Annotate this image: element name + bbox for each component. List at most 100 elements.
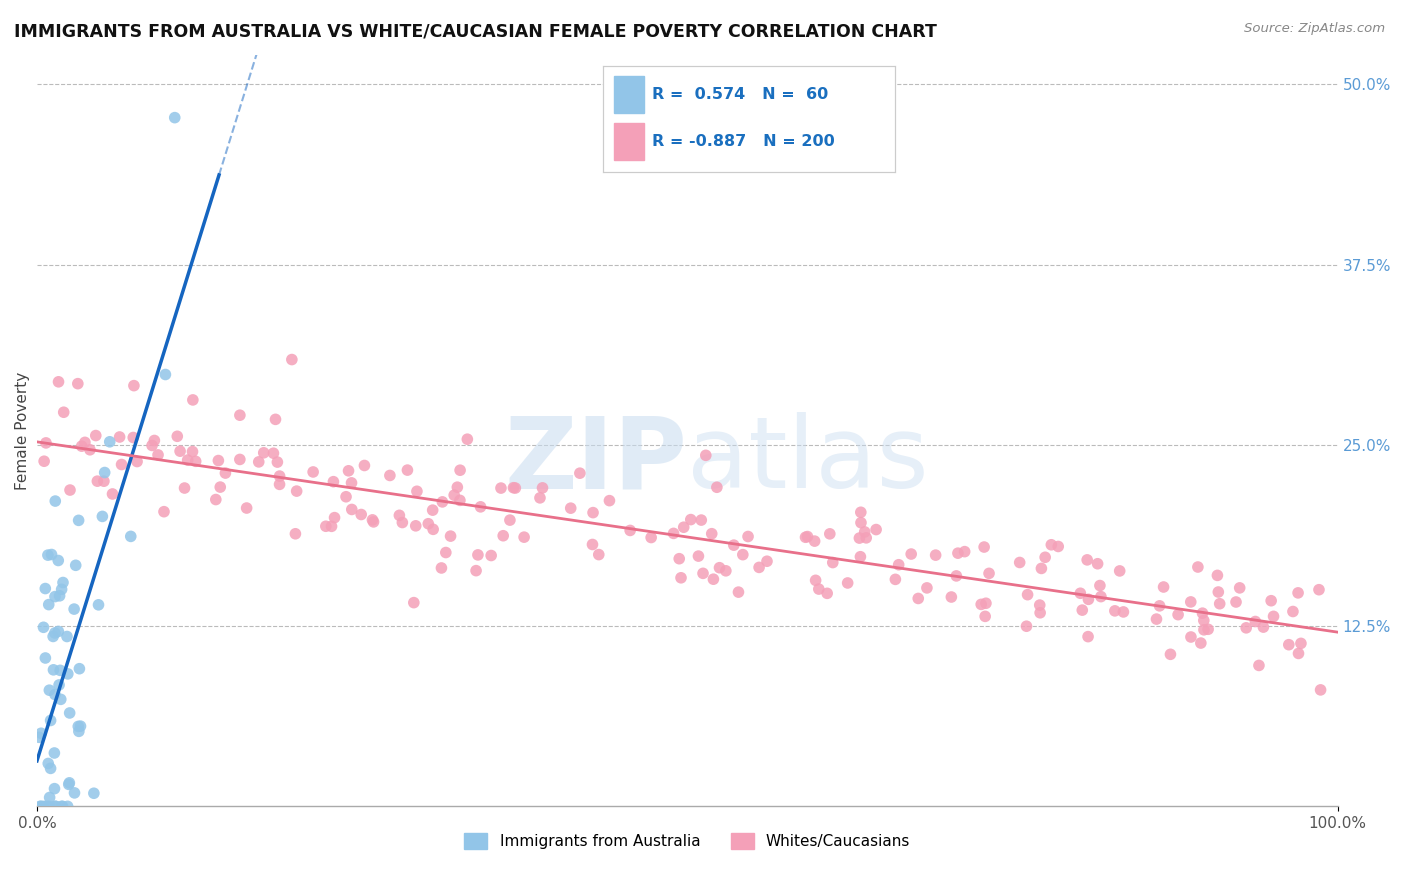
Point — [737, 529, 759, 543]
Point — [42, 630, 65, 644]
Point — [796, 530, 818, 544]
Point — [209, 480, 232, 494]
Point — [581, 537, 603, 551]
Point — [59, 706, 82, 720]
Point — [93, 466, 115, 480]
Point — [669, 571, 692, 585]
Point — [122, 378, 145, 392]
Point — [1033, 550, 1056, 565]
Point — [970, 598, 993, 612]
Point — [723, 538, 745, 552]
Point — [849, 505, 872, 519]
Point — [32, 620, 55, 634]
Point — [848, 531, 870, 545]
Point — [44, 626, 66, 640]
Point — [247, 455, 270, 469]
Point — [46, 553, 69, 567]
Point — [582, 506, 605, 520]
Point — [93, 474, 115, 488]
Point — [262, 446, 284, 460]
Point — [155, 368, 177, 382]
Point — [101, 487, 124, 501]
Point — [900, 547, 922, 561]
Point — [679, 513, 702, 527]
Point — [83, 786, 105, 800]
Text: ZIP: ZIP — [505, 412, 688, 509]
Point — [855, 531, 877, 545]
Point — [91, 509, 114, 524]
Point — [207, 453, 229, 467]
Point — [38, 790, 60, 805]
Point — [1192, 623, 1215, 637]
Point — [173, 481, 195, 495]
Point — [456, 432, 478, 446]
Point — [44, 688, 66, 702]
Point — [321, 519, 343, 533]
Point — [1108, 564, 1130, 578]
Point — [1180, 630, 1202, 644]
Point — [907, 591, 929, 606]
Point — [363, 515, 385, 529]
Point — [702, 572, 724, 586]
Point — [531, 481, 554, 495]
Point — [79, 442, 101, 457]
Point — [748, 560, 770, 574]
Point — [1167, 607, 1189, 622]
Point — [756, 554, 779, 568]
Point — [48, 624, 70, 639]
Point — [640, 531, 662, 545]
Point — [619, 524, 641, 538]
Point — [44, 494, 66, 508]
Point — [1076, 553, 1098, 567]
Point — [821, 556, 844, 570]
Point — [714, 564, 737, 578]
Point — [1146, 612, 1168, 626]
Point — [1047, 540, 1070, 554]
Point — [418, 516, 440, 531]
Point — [1282, 605, 1305, 619]
Point — [1288, 647, 1310, 661]
Point — [52, 405, 75, 419]
Point — [1289, 636, 1312, 650]
Point — [30, 799, 52, 814]
Point — [973, 540, 995, 554]
Point — [269, 477, 291, 491]
Point — [166, 429, 188, 443]
Y-axis label: Female Poverty: Female Poverty — [15, 372, 30, 490]
Point — [70, 439, 93, 453]
Point — [849, 549, 872, 564]
Point — [340, 475, 363, 490]
Point — [28, 731, 51, 745]
Point — [67, 719, 90, 733]
Point — [322, 475, 344, 489]
Point — [434, 545, 457, 559]
Point — [941, 590, 963, 604]
Point — [48, 678, 70, 692]
Point — [269, 469, 291, 483]
Point — [323, 510, 346, 524]
Point — [44, 746, 66, 760]
Point — [1229, 581, 1251, 595]
Point — [1040, 538, 1063, 552]
Point — [284, 526, 307, 541]
Point — [1090, 590, 1112, 604]
Point — [884, 573, 907, 587]
Point — [974, 596, 997, 610]
Point — [396, 463, 419, 477]
Point — [1187, 560, 1209, 574]
Point — [30, 726, 52, 740]
Point — [39, 714, 62, 728]
Point — [1069, 586, 1091, 600]
Point — [98, 434, 121, 449]
Point — [1247, 658, 1270, 673]
Point — [146, 448, 169, 462]
Point — [204, 492, 226, 507]
Point — [264, 412, 287, 426]
Point — [727, 585, 749, 599]
Point — [1225, 595, 1247, 609]
Point — [44, 590, 66, 604]
Point — [502, 481, 524, 495]
Point — [30, 799, 52, 814]
Point — [67, 513, 90, 527]
Point — [340, 502, 363, 516]
